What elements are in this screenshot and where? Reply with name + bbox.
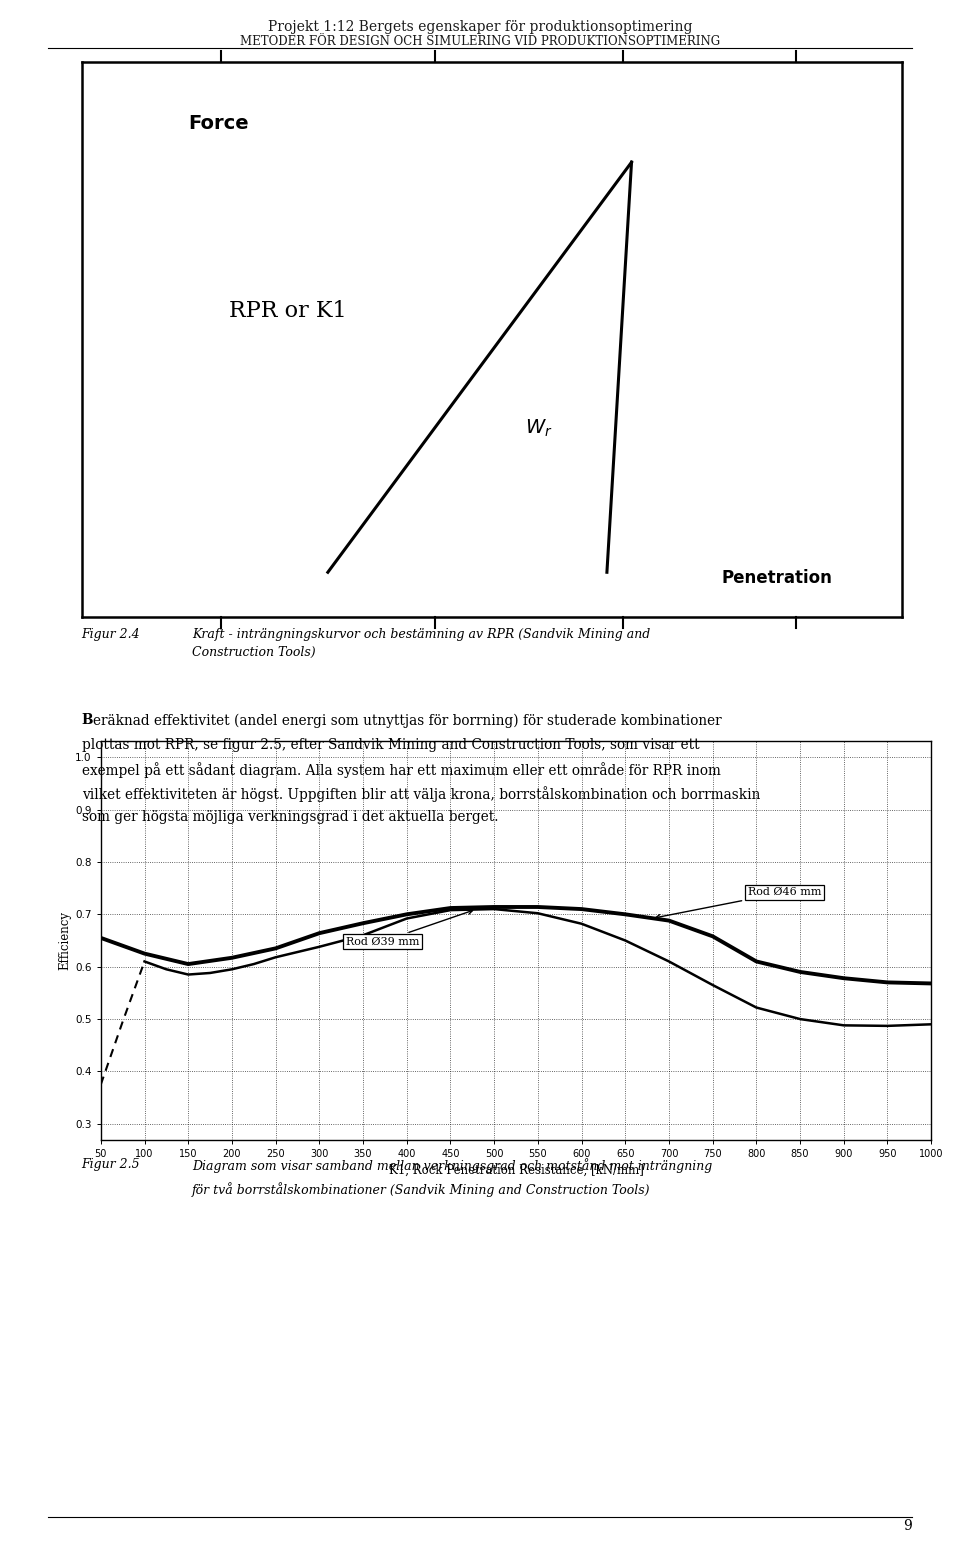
Y-axis label: Efficiency: Efficiency xyxy=(59,912,71,969)
Text: 9: 9 xyxy=(903,1519,912,1533)
Text: vilket effektiviteten är högst. Uppgiften blir att välja krona, borrstålskombina: vilket effektiviteten är högst. Uppgifte… xyxy=(82,787,760,802)
Text: Projekt 1:12 Bergets egenskaper för produktionsoptimering: Projekt 1:12 Bergets egenskaper för prod… xyxy=(268,19,692,33)
Text: för två borrstålskombinationer (Sandvik Mining and Construction Tools): för två borrstålskombinationer (Sandvik … xyxy=(192,1182,651,1197)
Text: Force: Force xyxy=(188,114,249,133)
Text: eräknad effektivitet (andel energi som utnyttjas för borrning) för studerade kom: eräknad effektivitet (andel energi som u… xyxy=(93,713,722,727)
Text: Figur 2.4: Figur 2.4 xyxy=(82,628,140,640)
Text: plottas mot RPR, se figur 2.5, efter Sandvik Mining and Construction Tools, som : plottas mot RPR, se figur 2.5, efter San… xyxy=(82,737,699,751)
Text: $W_r$: $W_r$ xyxy=(525,418,552,439)
Text: Kraft - inträngningskurvor och bestämning av RPR (Sandvik Mining and
Constructio: Kraft - inträngningskurvor och bestämnin… xyxy=(192,628,650,659)
Text: B: B xyxy=(82,713,93,727)
Text: RPR or K1: RPR or K1 xyxy=(229,300,347,323)
Text: exempel på ett sådant diagram. Alla system har ett maximum eller ett område för : exempel på ett sådant diagram. Alla syst… xyxy=(82,762,720,777)
Text: Rod Ø46 mm: Rod Ø46 mm xyxy=(656,887,821,919)
Text: METODER FÖR DESIGN OCH SIMULERING VID PRODUKTIONSOPTIMERING: METODER FÖR DESIGN OCH SIMULERING VID PR… xyxy=(240,36,720,48)
Text: Diagram som visar samband mellan verkningsgrad och motstånd mot inträngning: Diagram som visar samband mellan verknin… xyxy=(192,1158,712,1174)
Text: som ger högsta möjliga verkningsgrad i det aktuella berget.: som ger högsta möjliga verkningsgrad i d… xyxy=(82,810,498,824)
Text: Penetration: Penetration xyxy=(722,570,832,587)
Text: Rod Ø39 mm: Rod Ø39 mm xyxy=(346,910,472,946)
X-axis label: K1, Rock Penetration Resistance, [kN/mm]: K1, Rock Penetration Resistance, [kN/mm] xyxy=(389,1165,643,1177)
Text: Figur 2.5: Figur 2.5 xyxy=(82,1158,140,1171)
